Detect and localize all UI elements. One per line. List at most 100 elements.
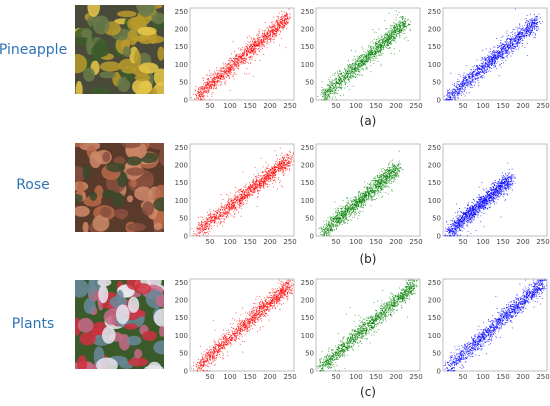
scatter-point <box>478 85 480 87</box>
scatter-point <box>512 52 513 54</box>
scatter-point <box>350 71 352 73</box>
scatter-point <box>396 24 398 26</box>
scatter-point <box>508 44 510 46</box>
scatter-point <box>245 197 247 199</box>
scatter-point <box>228 76 230 78</box>
scatter-point <box>402 27 404 28</box>
scatter-point <box>522 31 524 33</box>
scatter-point <box>211 79 213 81</box>
scatter-point <box>326 92 328 93</box>
scatter-point <box>368 59 370 61</box>
scatter-point <box>214 72 216 74</box>
thumbnail-blotch <box>106 162 126 173</box>
scatter-point <box>267 36 269 38</box>
scatter-point <box>238 211 239 213</box>
scatter-point <box>518 37 520 39</box>
scatter-point <box>208 78 210 80</box>
scatter-point <box>195 99 197 101</box>
scatter-point <box>512 47 514 49</box>
scatter-point <box>286 165 288 167</box>
scatter-point <box>323 91 325 93</box>
scatter-point <box>238 64 240 66</box>
scatter-point <box>504 47 506 49</box>
scatter-point <box>394 25 396 27</box>
scatter-point <box>529 19 531 21</box>
scatter-point <box>471 73 473 75</box>
scatter-point <box>234 50 236 52</box>
scatter-point <box>279 29 281 31</box>
scatter-point <box>499 64 500 66</box>
scatter-point <box>346 70 348 72</box>
scatter-point <box>369 45 371 47</box>
scatter-point <box>328 97 330 99</box>
scatter-point <box>325 92 327 94</box>
scatter-point <box>462 88 463 90</box>
scatter-point <box>324 90 326 92</box>
scatter-point <box>516 38 518 40</box>
scatter-point <box>478 68 480 70</box>
scatter-point <box>359 58 361 60</box>
scatter-point <box>220 69 222 71</box>
scatter-point <box>241 62 243 64</box>
scatter-point <box>326 96 328 98</box>
scatter-point <box>447 91 449 93</box>
x-tick-label: 100 <box>349 102 362 110</box>
scatter-point <box>335 84 336 86</box>
scatter-point <box>279 24 281 25</box>
scatter-point <box>530 26 532 28</box>
scatter-point <box>507 41 509 43</box>
scatter-point <box>450 99 452 101</box>
scatter-point <box>519 39 521 40</box>
scatter-point <box>471 80 473 82</box>
scatter-point <box>348 72 350 74</box>
scatter-point <box>397 32 399 34</box>
scatter-point <box>272 32 274 34</box>
scatter-point <box>533 26 535 27</box>
scatter-point <box>206 91 208 93</box>
scatter-point <box>516 39 518 41</box>
scatter-point <box>252 46 253 47</box>
scatter-point <box>282 18 284 20</box>
scatter-point <box>366 58 367 60</box>
scatter-point <box>285 22 287 24</box>
scatter-point <box>499 45 500 47</box>
scatter-point <box>261 30 263 31</box>
scatter-point <box>527 24 528 25</box>
scatter-point <box>471 76 473 78</box>
scatter-point <box>202 92 204 94</box>
scatter-point <box>530 25 532 27</box>
scatter-point <box>506 55 508 57</box>
scatter-point <box>267 175 269 177</box>
scatter-point <box>260 185 261 187</box>
scatter-point <box>229 208 231 209</box>
thumbnail-blotch <box>77 355 88 369</box>
scatter-point <box>403 24 405 26</box>
scatter-point <box>364 62 366 64</box>
scatter-point <box>282 170 284 171</box>
scatter-point <box>202 88 203 90</box>
scatter-point <box>229 90 231 92</box>
scatter-point <box>195 94 197 95</box>
scatter-point <box>519 36 520 38</box>
scatter-point <box>503 57 504 58</box>
scatter-point <box>247 46 248 48</box>
scatter-point <box>352 70 354 72</box>
scatter-point <box>388 36 390 38</box>
scatter-point <box>324 92 326 93</box>
scatter-point <box>242 192 244 194</box>
scatter-point <box>494 57 496 59</box>
scatter-point <box>347 86 348 88</box>
scatter-point <box>531 22 533 24</box>
scatter-point <box>278 27 280 28</box>
scatter-point <box>279 22 281 24</box>
scatter-point <box>332 90 334 92</box>
scatter-point <box>290 156 292 157</box>
scatter-point <box>389 47 391 49</box>
scatter-point <box>360 57 362 59</box>
scatter-point <box>534 19 536 21</box>
scatter-point <box>270 34 271 36</box>
scatter-point <box>258 39 260 41</box>
scatter-point <box>461 86 463 87</box>
scatter-point <box>395 32 396 33</box>
scatter-point <box>268 25 270 27</box>
